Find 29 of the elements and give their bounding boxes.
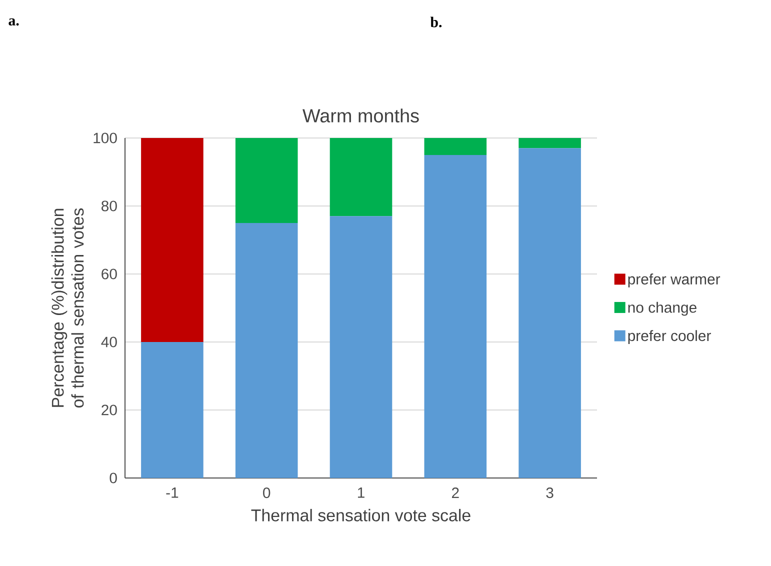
bar (330, 216, 392, 478)
y-tick-label: 60 (102, 268, 117, 280)
y-tick-label: 100 (94, 132, 117, 144)
bar (424, 138, 487, 155)
legend-label: prefer warmer (628, 274, 720, 288)
bar (235, 222, 298, 478)
x-tick-label: 1 (358, 488, 364, 498)
bar (141, 138, 204, 342)
y-tick-label: 40 (101, 336, 117, 348)
legend-label: no change (628, 302, 696, 316)
y-tick-label: 20 (102, 404, 117, 416)
bar (235, 138, 298, 223)
text: b. (430, 16, 442, 28)
chart-title: Warm months (302, 108, 419, 122)
bar (518, 138, 581, 148)
x-tick-label: -1 (166, 488, 178, 498)
bar (141, 342, 204, 478)
y-tick-label: 0 (110, 472, 117, 484)
text: a. (8, 18, 19, 26)
y-tick-label: 80 (102, 200, 117, 212)
x-tick-label: 0 (263, 488, 270, 498)
x-tick-label: 3 (546, 488, 554, 498)
x-tick-label: 2 (452, 488, 459, 498)
x-axis-title: Thermal sensation vote scale (251, 508, 470, 522)
bar (518, 148, 581, 478)
y-axis-title: Percentage (%)distribution of thermal sensation votes (51, 208, 84, 408)
bar (330, 138, 392, 216)
legend-label: prefer cooler (628, 330, 711, 344)
bar (424, 154, 487, 478)
